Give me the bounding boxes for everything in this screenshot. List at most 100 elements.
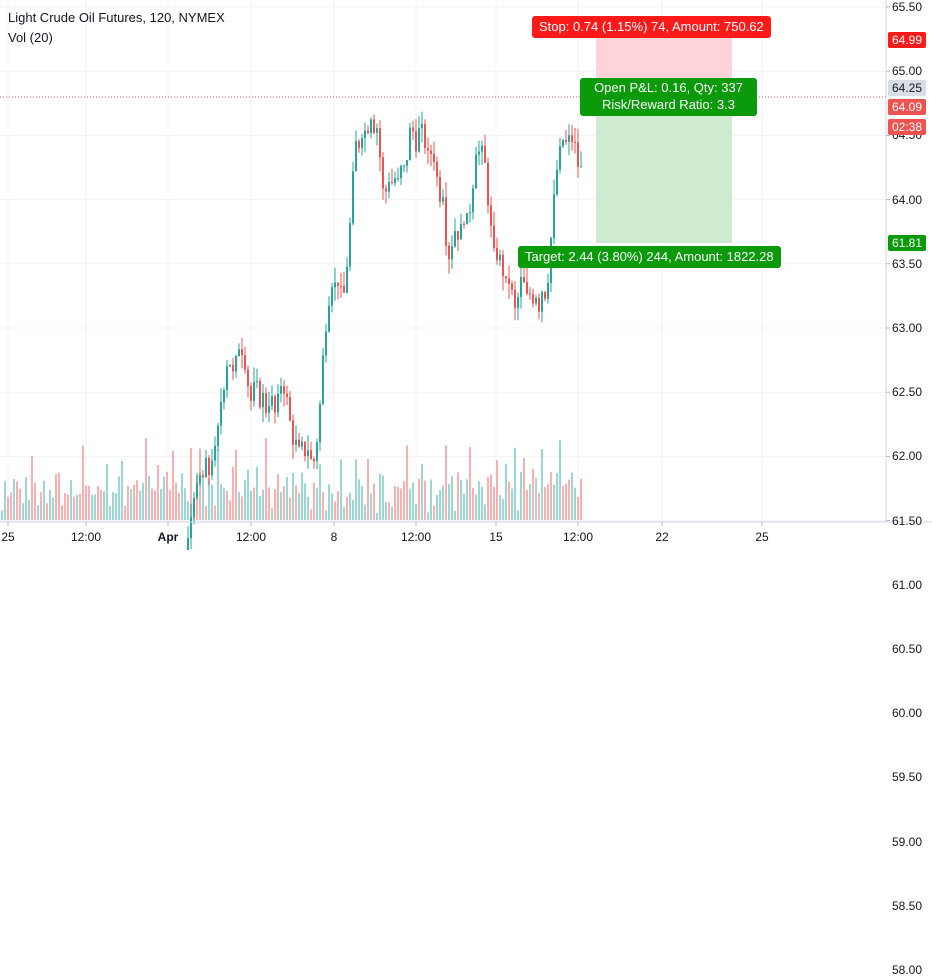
candle-body — [538, 297, 540, 312]
volume-bar — [157, 465, 159, 520]
candle-body — [520, 277, 522, 298]
volume-bar — [256, 466, 258, 520]
candle-body — [463, 223, 465, 225]
volume-bar — [547, 484, 549, 520]
time-tick-label: 8 — [330, 530, 338, 544]
candle-body — [235, 356, 237, 372]
volume-bar — [16, 481, 18, 520]
candle-body — [301, 441, 303, 447]
volume-bar — [151, 488, 153, 520]
volume-bar — [439, 489, 441, 520]
volume-bar — [328, 484, 330, 520]
candle-body — [244, 355, 246, 370]
volume-bar — [343, 507, 345, 520]
candle-body — [229, 364, 231, 367]
volume-bar — [88, 485, 90, 520]
volume-bar — [274, 489, 276, 520]
price-tick-label: 65.00 — [892, 64, 923, 79]
volume-bar — [67, 494, 69, 520]
candle-body — [448, 245, 450, 260]
candle-body — [424, 123, 426, 149]
candle-body — [202, 475, 204, 478]
volume-bar — [505, 463, 507, 520]
volume-bar — [457, 472, 459, 520]
time-tick-label: 12:00 — [400, 530, 432, 544]
volume-bar — [244, 479, 246, 520]
volume-bar — [484, 504, 486, 520]
volume-bar — [163, 476, 165, 520]
price-tick-label: 58.50 — [892, 898, 923, 913]
candle-body — [355, 141, 357, 172]
candle-body — [382, 157, 384, 189]
volume-bar — [253, 487, 255, 520]
candle-body — [517, 297, 519, 308]
volume-bar — [421, 464, 423, 520]
candle-body — [241, 349, 243, 356]
volume-bar — [232, 466, 234, 520]
volume-bar — [19, 488, 21, 520]
volume-bar — [403, 481, 405, 520]
volume-bar — [190, 447, 192, 520]
candle-body — [211, 460, 213, 476]
candle-body — [388, 181, 390, 192]
volume-bar — [79, 493, 81, 520]
candle-body — [370, 119, 372, 134]
volume-bar — [394, 486, 396, 520]
volume-bar — [22, 503, 24, 520]
time-tick-label: Apr — [157, 530, 179, 544]
volume-bar — [94, 494, 96, 520]
candle-body — [427, 148, 429, 151]
volume-bar — [268, 487, 270, 520]
volume-bar — [82, 445, 84, 520]
volume-bar — [106, 464, 108, 520]
volume-bar — [397, 487, 399, 520]
volume-bar — [454, 510, 456, 520]
volume-bar — [91, 494, 93, 520]
open-pnl-box: Open P&L: 0.16, Qty: 337 Risk/Reward Rat… — [580, 78, 757, 116]
time-tick-label: 12:00 — [70, 530, 102, 544]
candle-body — [481, 145, 483, 152]
candle-body — [484, 145, 486, 163]
volume-bar — [571, 472, 573, 520]
volume-bar — [130, 489, 132, 520]
price-chart[interactable] — [0, 0, 932, 550]
candle-body — [397, 178, 399, 180]
target-price-tag: 61.81 — [888, 235, 927, 251]
volume-bar — [373, 483, 375, 520]
candle-body — [487, 162, 489, 206]
candle-body — [409, 127, 411, 161]
candle-body — [406, 160, 408, 166]
candle-body — [445, 197, 447, 246]
volume-bar — [340, 459, 342, 520]
candle-body — [421, 123, 423, 129]
volume-bar — [250, 490, 252, 520]
volume-bar — [415, 503, 417, 520]
volume-bar — [223, 487, 225, 520]
price-tick-label: 62.00 — [892, 449, 923, 464]
candle-body — [376, 128, 378, 133]
candle-body — [271, 396, 273, 407]
volume-bar — [112, 492, 114, 520]
volume-bar — [535, 478, 537, 520]
volume-bar — [181, 473, 183, 520]
volume-bar — [52, 497, 54, 520]
candle-body — [280, 386, 282, 394]
volume-bar — [385, 502, 387, 520]
price-tick-label: 60.00 — [892, 706, 923, 721]
candle-body — [208, 457, 210, 476]
volume-bar — [517, 510, 519, 520]
candle-body — [505, 276, 507, 279]
symbol-title: Light Crude Oil Futures, 120, NYMEX — [8, 10, 225, 25]
candle-body — [523, 277, 525, 283]
candle-body — [451, 246, 453, 260]
volume-bar — [562, 485, 564, 520]
volume-bar — [310, 509, 312, 520]
volume-bar — [262, 489, 264, 520]
candle-body — [319, 403, 321, 443]
candle-body — [430, 150, 432, 154]
volume-bar — [109, 506, 111, 520]
candle-body — [253, 381, 255, 401]
volume-bar — [220, 484, 222, 520]
candle-body — [469, 212, 471, 214]
volume-bar — [46, 503, 48, 520]
